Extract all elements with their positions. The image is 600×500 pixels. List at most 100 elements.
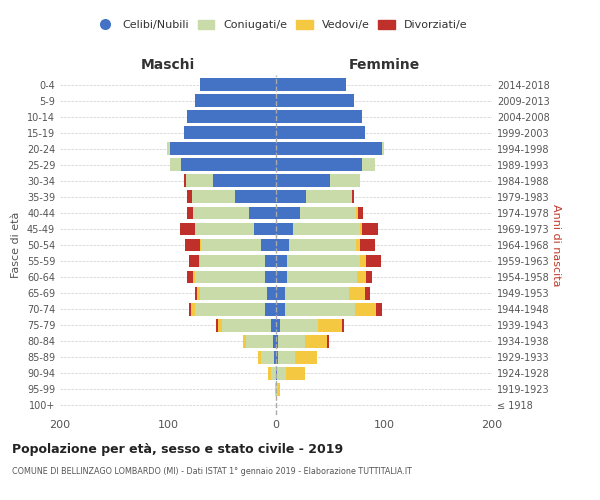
Bar xyxy=(276,302,284,316)
Bar xyxy=(352,190,354,203)
Text: Popolazione per età, sesso e stato civile - 2019: Popolazione per età, sesso e stato civil… xyxy=(12,442,343,456)
Bar xyxy=(200,78,276,91)
Bar xyxy=(360,254,365,268)
Bar xyxy=(197,286,200,300)
Bar xyxy=(355,302,376,316)
Bar xyxy=(276,383,278,396)
Bar xyxy=(167,142,170,155)
Bar xyxy=(261,238,276,252)
Text: COMUNE DI BELLINZAGO LOMBARDO (MI) - Dati ISTAT 1° gennaio 2019 - Elaborazione T: COMUNE DI BELLINZAGO LOMBARDO (MI) - Dat… xyxy=(12,468,412,476)
Bar xyxy=(286,367,305,380)
Bar xyxy=(284,302,355,316)
Legend: Celibi/Nubili, Coniugati/e, Vedovi/e, Divorziati/e: Celibi/Nubili, Coniugati/e, Vedovi/e, Di… xyxy=(92,16,472,35)
Bar xyxy=(193,270,195,283)
Bar xyxy=(276,94,354,107)
Bar xyxy=(362,222,377,235)
Bar xyxy=(356,206,358,220)
Bar xyxy=(195,94,276,107)
Bar xyxy=(218,319,222,332)
Bar xyxy=(195,270,265,283)
Bar xyxy=(305,335,327,347)
Bar xyxy=(192,190,235,203)
Bar xyxy=(195,222,254,235)
Bar xyxy=(276,270,287,283)
Bar xyxy=(170,158,181,171)
Bar xyxy=(287,270,357,283)
Bar xyxy=(184,174,187,188)
Bar xyxy=(200,286,268,300)
Bar xyxy=(265,254,276,268)
Bar xyxy=(261,351,274,364)
Bar xyxy=(362,158,376,171)
Bar xyxy=(276,222,293,235)
Y-axis label: Fasce di età: Fasce di età xyxy=(11,212,21,278)
Bar xyxy=(382,142,384,155)
Bar xyxy=(185,238,200,252)
Bar xyxy=(278,351,295,364)
Bar xyxy=(284,286,349,300)
Bar xyxy=(188,254,199,268)
Bar xyxy=(187,110,276,123)
Bar xyxy=(187,174,214,188)
Bar xyxy=(289,238,356,252)
Bar xyxy=(276,286,284,300)
Bar xyxy=(276,158,362,171)
Bar xyxy=(195,286,197,300)
Bar xyxy=(193,206,249,220)
Text: Maschi: Maschi xyxy=(141,58,195,72)
Bar xyxy=(342,319,344,332)
Bar xyxy=(358,206,364,220)
Bar xyxy=(287,254,360,268)
Bar xyxy=(276,78,346,91)
Bar xyxy=(268,286,276,300)
Bar xyxy=(276,319,280,332)
Text: Femmine: Femmine xyxy=(349,58,419,72)
Bar xyxy=(330,174,360,188)
Bar xyxy=(268,367,271,380)
Bar xyxy=(318,319,342,332)
Bar xyxy=(276,238,289,252)
Bar xyxy=(278,335,305,347)
Bar xyxy=(276,190,306,203)
Bar xyxy=(271,367,276,380)
Bar xyxy=(180,222,195,235)
Bar xyxy=(300,206,356,220)
Bar xyxy=(214,174,276,188)
Bar xyxy=(265,302,276,316)
Bar xyxy=(360,238,376,252)
Bar xyxy=(276,367,277,380)
Bar xyxy=(242,335,246,347)
Bar xyxy=(222,319,271,332)
Bar xyxy=(181,158,276,171)
Bar xyxy=(187,190,192,203)
Bar xyxy=(188,302,191,316)
Bar xyxy=(235,190,276,203)
Bar xyxy=(356,238,360,252)
Bar xyxy=(276,142,382,155)
Bar xyxy=(200,238,202,252)
Y-axis label: Anni di nascita: Anni di nascita xyxy=(551,204,561,286)
Bar xyxy=(276,335,278,347)
Bar xyxy=(349,286,365,300)
Bar xyxy=(273,335,276,347)
Bar xyxy=(199,254,200,268)
Bar xyxy=(365,270,372,283)
Bar xyxy=(275,383,276,396)
Bar xyxy=(295,351,317,364)
Bar xyxy=(249,206,276,220)
Bar xyxy=(195,302,265,316)
Bar xyxy=(271,319,276,332)
Bar xyxy=(246,335,273,347)
Bar xyxy=(187,206,193,220)
Bar xyxy=(215,319,218,332)
Bar xyxy=(360,222,362,235)
Bar xyxy=(191,302,195,316)
Bar xyxy=(187,270,193,283)
Bar xyxy=(293,222,360,235)
Bar xyxy=(276,126,365,139)
Bar xyxy=(184,126,276,139)
Bar xyxy=(202,238,261,252)
Bar xyxy=(170,142,276,155)
Bar xyxy=(265,270,276,283)
Bar xyxy=(276,110,362,123)
